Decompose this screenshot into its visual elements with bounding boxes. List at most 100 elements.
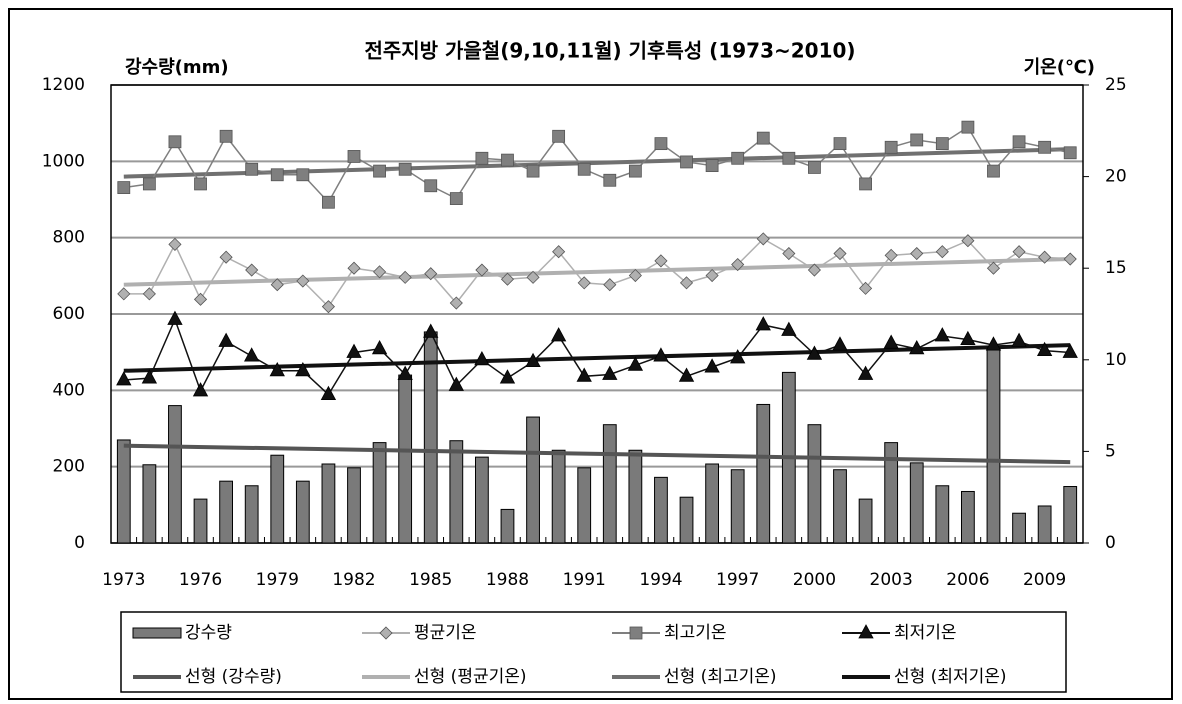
bar [372, 442, 387, 544]
bar [219, 480, 233, 544]
marker [1062, 343, 1078, 358]
marker [756, 131, 770, 145]
marker [371, 339, 388, 355]
marker [321, 300, 335, 314]
marker [270, 278, 284, 292]
marker [603, 173, 617, 187]
y-tick-label: 200 [53, 457, 85, 477]
marker [398, 162, 412, 176]
marker [141, 369, 158, 384]
bar [654, 476, 668, 544]
marker [245, 162, 259, 176]
marker [910, 133, 924, 147]
bar [807, 424, 822, 544]
marker [168, 237, 182, 251]
marker [705, 268, 719, 283]
marker [347, 150, 361, 163]
bar [1063, 486, 1078, 544]
marker [526, 270, 540, 284]
bar [398, 374, 413, 544]
bar [168, 405, 182, 544]
marker [629, 626, 643, 640]
marker [884, 140, 898, 154]
x-tick-label: 1991 [563, 570, 606, 590]
marker [807, 263, 821, 277]
y-axis-title: 강수량(mm) [125, 57, 229, 78]
bar [756, 403, 771, 544]
marker [219, 129, 233, 143]
marker [961, 120, 975, 134]
marker [731, 151, 745, 165]
marker [705, 159, 719, 173]
y-tick-label: 400 [53, 380, 85, 400]
bar [833, 469, 847, 544]
y-tick-label: 0 [74, 533, 85, 553]
bar [986, 347, 1001, 544]
bar [347, 467, 361, 544]
marker [628, 268, 642, 283]
bar [858, 498, 873, 544]
x-tick-label: 1982 [332, 570, 375, 590]
marker [730, 349, 746, 364]
marker [857, 365, 874, 380]
marker [168, 135, 182, 149]
x-tick-label: 1985 [409, 570, 452, 590]
marker [244, 347, 260, 362]
marker [756, 232, 770, 246]
marker [449, 192, 463, 205]
marker [552, 245, 566, 259]
marker [577, 276, 591, 290]
legend-label: 최저기온 [894, 623, 957, 643]
marker [782, 246, 796, 261]
bar [628, 449, 643, 544]
marker [296, 274, 310, 288]
bar [551, 449, 566, 544]
marker [910, 246, 924, 261]
y2-tick-label: 0 [1105, 533, 1116, 553]
marker [552, 129, 566, 143]
chart-title: 전주지방 가을철(9,10,11월) 기후특성 (1973~2010) [364, 39, 855, 63]
legend-label: 최고기온 [664, 623, 727, 643]
marker [859, 177, 872, 191]
marker [320, 385, 337, 401]
bar [193, 498, 208, 544]
marker [448, 376, 464, 391]
marker [1012, 245, 1026, 259]
marker [373, 265, 387, 279]
marker [424, 267, 438, 281]
bar [1012, 512, 1026, 544]
legend-label: 선형 (최고기온) [664, 667, 777, 687]
marker [1036, 341, 1053, 357]
marker [142, 287, 156, 301]
bar [730, 469, 745, 544]
legend-box [120, 611, 1067, 693]
marker [653, 347, 669, 362]
marker [1038, 250, 1052, 264]
marker [270, 168, 284, 182]
marker [245, 263, 259, 277]
marker [424, 179, 438, 193]
marker [1038, 140, 1052, 154]
marker [1012, 135, 1026, 149]
marker [985, 336, 1002, 351]
marker [602, 365, 618, 380]
bar [679, 496, 694, 544]
marker [117, 181, 131, 194]
bar [935, 485, 950, 544]
marker [219, 250, 233, 264]
marker [858, 624, 874, 639]
marker [423, 323, 439, 338]
bar [295, 480, 310, 544]
x-tick-label: 1976 [179, 570, 222, 590]
marker [116, 371, 132, 386]
bar [321, 463, 336, 544]
trend-line [123, 257, 1071, 287]
marker [322, 195, 335, 209]
x-tick-label: 1997 [716, 570, 759, 590]
y-tick-label: 600 [53, 304, 85, 324]
marker [269, 361, 285, 377]
bar [142, 464, 157, 544]
marker [806, 345, 823, 360]
y2-tick-label: 25 [1105, 75, 1127, 95]
marker [525, 352, 541, 368]
